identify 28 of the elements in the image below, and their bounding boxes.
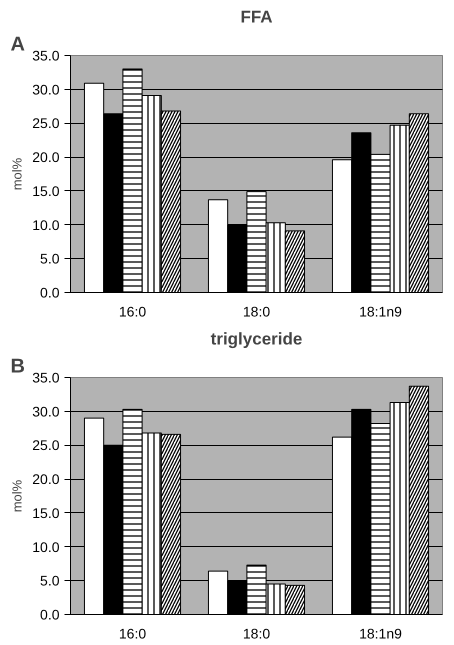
x-tick-label: 16:0 — [118, 626, 146, 642]
y-tick-label: 0.0 — [40, 606, 60, 622]
y-axis-title: mol% — [9, 479, 24, 512]
x-tick-label: 18:1n9 — [359, 626, 402, 642]
x-tick-label: 18:0 — [242, 626, 270, 642]
y-tick-label: 10.0 — [32, 538, 60, 555]
y-tick-label: 5.0 — [40, 572, 60, 589]
x-tick-label: 16:0 — [118, 304, 146, 320]
text: B — [10, 356, 25, 378]
chart-title: triglyceride — [210, 330, 302, 348]
y-tick-label: 35.0 — [32, 48, 60, 64]
text: A — [10, 34, 25, 56]
y-tick-label: 15.0 — [32, 182, 60, 199]
chart-title: FFA — [240, 8, 273, 26]
y-tick-label: 30.0 — [32, 403, 60, 420]
y-tick-label: 0.0 — [40, 284, 60, 300]
x-tick-label: 18:1n9 — [359, 304, 402, 320]
y-tick-label: 10.0 — [32, 216, 60, 233]
y-tick-label: 20.0 — [32, 149, 60, 166]
y-tick-label: 5.0 — [40, 250, 60, 267]
y-tick-label: 15.0 — [32, 504, 60, 521]
x-tick-label: 18:0 — [242, 304, 270, 320]
y-tick-label: 30.0 — [32, 81, 60, 98]
y-tick-label: 25.0 — [32, 437, 60, 454]
y-tick-label: 25.0 — [32, 115, 60, 132]
y-axis-title: mol% — [9, 157, 24, 190]
y-tick-label: 20.0 — [32, 471, 60, 488]
y-tick-label: 35.0 — [32, 370, 60, 386]
